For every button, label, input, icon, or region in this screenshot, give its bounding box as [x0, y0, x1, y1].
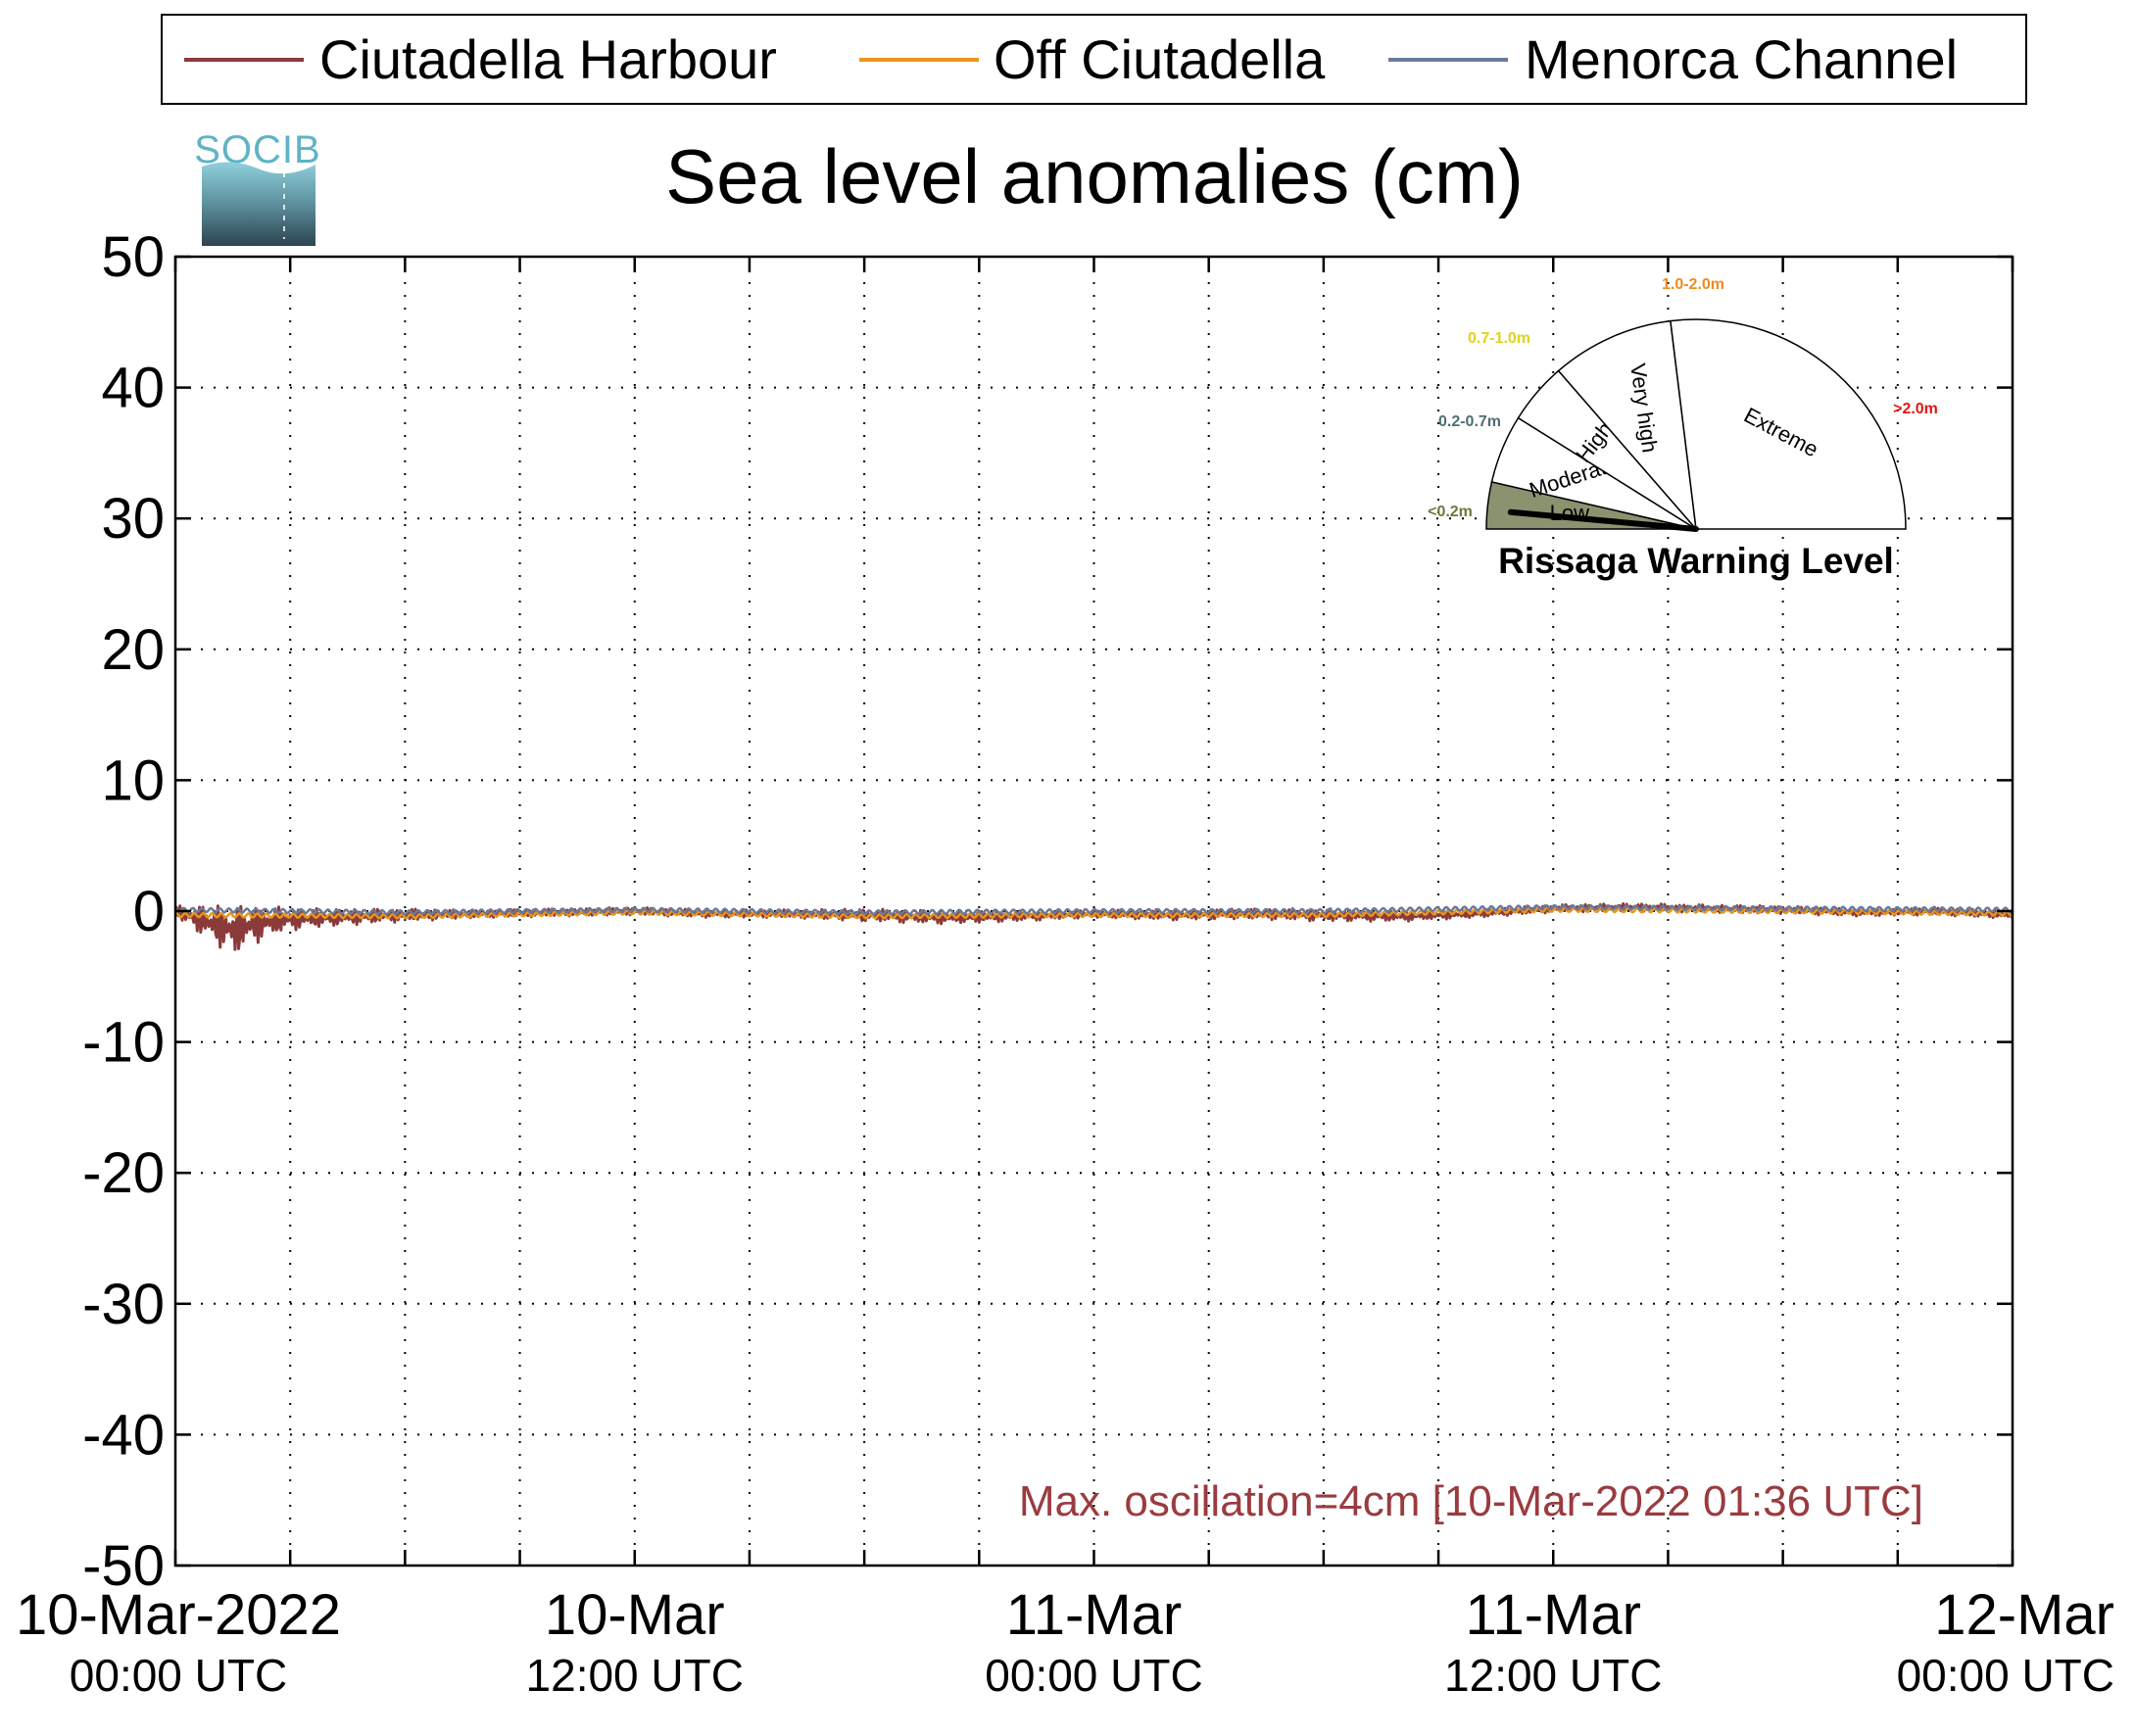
chart-title: Sea level anomalies (cm) — [665, 133, 1524, 219]
gauge-range-label: 0.2-0.7m — [1438, 413, 1501, 430]
tick-marks — [173, 255, 2014, 1567]
x-tick-label-time: 12:00 UTC — [1444, 1650, 1662, 1701]
gauge-range-label: 1.0-2.0m — [1662, 276, 1724, 293]
socib-logo: SOCIB — [194, 128, 320, 246]
max-oscillation-annotation: Max. oscillation=4cm [10-Mar-2022 01:36 … — [1019, 1477, 1923, 1525]
y-tick-label: 20 — [101, 618, 165, 682]
x-tick-label-date: 10-Mar — [545, 1583, 725, 1647]
gauge-sector-very-high — [1557, 319, 1698, 532]
x-tick-label-date: 10-Mar-2022 — [16, 1583, 341, 1647]
x-tick-label-date: 11-Mar — [1466, 1583, 1641, 1647]
y-tick-label: 10 — [101, 748, 165, 812]
y-tick-label: 40 — [101, 357, 165, 420]
y-tick-label: -50 — [82, 1534, 165, 1598]
legend-label-off-ciutadella: Off Ciutadella — [994, 28, 1326, 90]
gauge-range-labels: <0.2m 0.2-0.7m 0.7-1.0m 1.0-2.0m >2.0m — [1428, 276, 1938, 520]
gauge-needle — [1507, 508, 1699, 532]
x-tick-label-time: 12:00 UTC — [526, 1650, 744, 1701]
y-tick-label: -10 — [82, 1011, 165, 1075]
legend: Ciutadella Harbour Off Ciutadella Menorc… — [161, 14, 2027, 105]
y-tick-label: -40 — [82, 1403, 165, 1467]
gauge-title: Rissaga Warning Level — [1498, 541, 1894, 581]
series-line-menorca-channel — [175, 903, 2013, 916]
y-tick-label: -20 — [82, 1141, 165, 1205]
x-tick-label-date: 11-Mar — [1006, 1583, 1182, 1647]
series-layer — [175, 902, 2013, 951]
series-line-off-ciutadella — [175, 906, 2013, 920]
gauge-range-label: 0.7-1.0m — [1468, 330, 1530, 347]
y-tick-label: -30 — [82, 1273, 165, 1336]
legend-label-ciutadella-harbour: Ciutadella Harbour — [319, 28, 777, 90]
x-tick-label-time: 00:00 UTC — [985, 1650, 1202, 1701]
x-tick-label-time: 00:00 UTC — [1897, 1650, 2114, 1701]
gauge-range-label: >2.0m — [1893, 401, 1938, 417]
y-tick-labels: 50 40 30 20 10 0 -10 -20 -30 -40 -50 — [82, 225, 165, 1598]
y-tick-label: 0 — [133, 880, 165, 943]
x-tick-label-time: 00:00 UTC — [70, 1650, 287, 1701]
gauge-range-label: <0.2m — [1428, 504, 1473, 520]
y-tick-label: 50 — [101, 225, 165, 289]
y-tick-label: 30 — [101, 487, 165, 551]
legend-label-menorca-channel: Menorca Channel — [1525, 28, 1958, 90]
x-tick-label-date: 12-Mar — [1934, 1583, 2114, 1647]
gauge-sector-extreme — [1670, 318, 1907, 530]
